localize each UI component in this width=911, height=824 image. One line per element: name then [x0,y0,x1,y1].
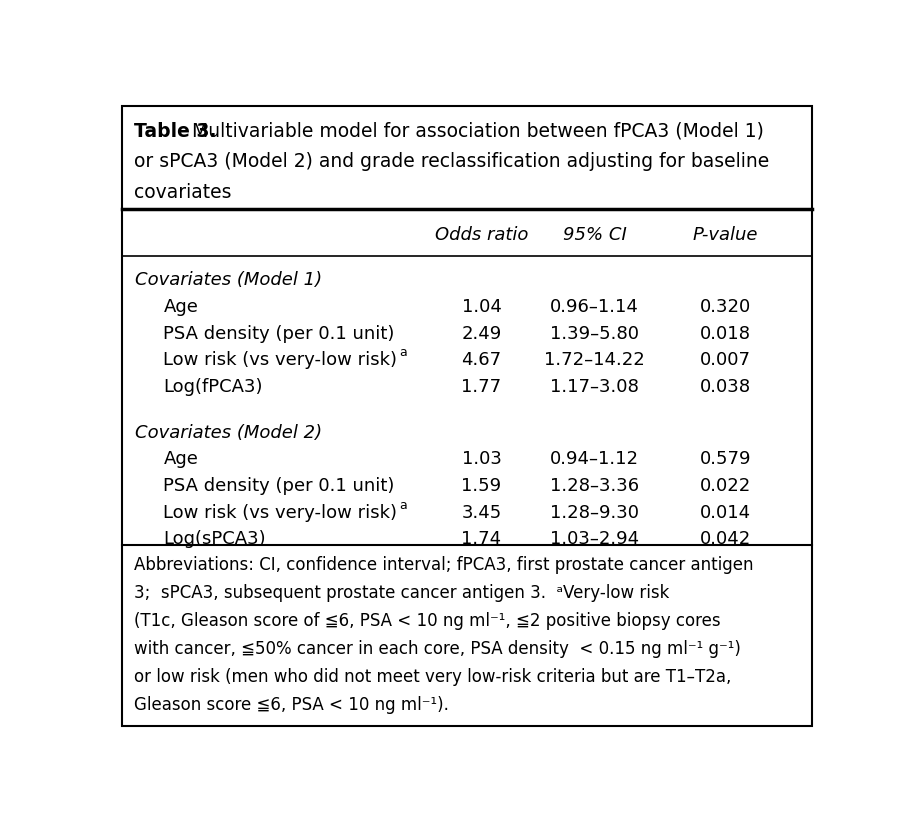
Text: 0.038: 0.038 [699,378,750,396]
Text: 95% CI: 95% CI [562,226,626,244]
Text: Multivariable model for association between fPCA3 (Model 1): Multivariable model for association betw… [191,122,763,141]
Text: 3;  sPCA3, subsequent prostate cancer antigen 3.  ᵃVery-low risk: 3; sPCA3, subsequent prostate cancer ant… [134,584,669,602]
Text: Covariates (Model 2): Covariates (Model 2) [135,424,322,442]
Text: Covariates (Model 1): Covariates (Model 1) [135,271,322,289]
Text: Log(fPCA3): Log(fPCA3) [163,378,262,396]
Text: 1.77: 1.77 [461,378,501,396]
Text: 1.28–9.30: 1.28–9.30 [549,503,639,522]
Text: 4.67: 4.67 [461,351,501,369]
Text: covariates: covariates [134,183,231,202]
Text: P-value: P-value [691,226,757,244]
Text: PSA density (per 0.1 unit): PSA density (per 0.1 unit) [163,477,394,495]
Text: Odds ratio: Odds ratio [435,226,527,244]
Text: (T1c, Gleason score of ≦6, PSA < 10 ng ml⁻¹, ≦2 positive biopsy cores: (T1c, Gleason score of ≦6, PSA < 10 ng m… [134,612,720,630]
Text: a: a [398,499,406,512]
Text: 1.03–2.94: 1.03–2.94 [549,531,639,548]
Text: 1.59: 1.59 [461,477,501,495]
Text: 0.94–1.12: 0.94–1.12 [549,451,639,468]
Text: 1.04: 1.04 [461,298,501,316]
Text: with cancer, ≦50% cancer in each core, PSA density  < 0.15 ng ml⁻¹ g⁻¹): with cancer, ≦50% cancer in each core, P… [134,640,740,658]
Text: Log(sPCA3): Log(sPCA3) [163,531,266,548]
Text: 0.042: 0.042 [699,531,750,548]
Text: 0.018: 0.018 [699,325,750,343]
Text: 0.014: 0.014 [699,503,750,522]
Text: 2.49: 2.49 [461,325,501,343]
Text: 1.72–14.22: 1.72–14.22 [544,351,644,369]
Text: Low risk (vs very-low risk): Low risk (vs very-low risk) [163,351,397,369]
Text: or low risk (men who did not meet very low-risk criteria but are T1–T2a,: or low risk (men who did not meet very l… [134,668,731,686]
Text: 1.28–3.36: 1.28–3.36 [549,477,639,495]
Text: or sPCA3 (Model 2) and grade reclassification adjusting for baseline: or sPCA3 (Model 2) and grade reclassific… [134,152,768,171]
Text: 3.45: 3.45 [461,503,501,522]
Text: 0.579: 0.579 [699,451,751,468]
Text: Low risk (vs very-low risk): Low risk (vs very-low risk) [163,503,397,522]
Text: 1.17–3.08: 1.17–3.08 [549,378,639,396]
Text: PSA density (per 0.1 unit): PSA density (per 0.1 unit) [163,325,394,343]
Text: Table 3.: Table 3. [134,122,216,141]
Text: Age: Age [163,298,198,316]
Text: 0.022: 0.022 [699,477,750,495]
Text: 1.74: 1.74 [461,531,501,548]
Text: 0.96–1.14: 0.96–1.14 [549,298,639,316]
Text: 0.007: 0.007 [699,351,750,369]
Text: 1.39–5.80: 1.39–5.80 [549,325,639,343]
Text: Abbreviations: CI, confidence interval; fPCA3, first prostate cancer antigen: Abbreviations: CI, confidence interval; … [134,556,752,574]
Text: Low risk (vs very-low risk): Low risk (vs very-low risk) [163,503,397,522]
Text: Gleason score ≦6, PSA < 10 ng ml⁻¹).: Gleason score ≦6, PSA < 10 ng ml⁻¹). [134,696,448,714]
Text: 0.320: 0.320 [699,298,750,316]
Text: Low risk (vs very-low risk): Low risk (vs very-low risk) [163,351,397,369]
Text: 1.03: 1.03 [461,451,501,468]
Text: Age: Age [163,451,198,468]
Text: a: a [398,346,406,359]
